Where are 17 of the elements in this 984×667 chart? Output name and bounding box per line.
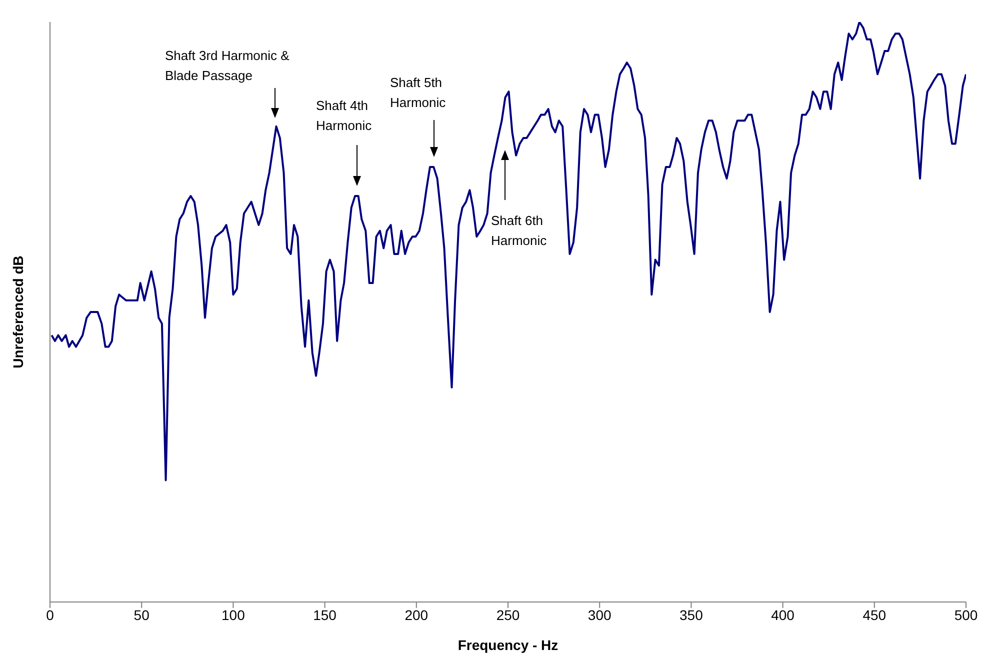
y-axis-title: Unreferenced dB xyxy=(10,256,26,368)
annotation: Shaft 5th Harmonic xyxy=(390,75,446,110)
x-tick-label: 300 xyxy=(588,606,612,623)
x-tick-label: 0 xyxy=(46,606,54,623)
x-tick-label: 450 xyxy=(862,606,886,623)
x-tick-label: 150 xyxy=(313,606,337,623)
x-tick-label: 350 xyxy=(680,606,704,623)
x-tick-label: 250 xyxy=(496,606,520,623)
annotation: Shaft 4th Harmonic xyxy=(316,98,372,133)
x-tick-label: 200 xyxy=(404,606,428,623)
x-tick-label: 50 xyxy=(134,606,150,623)
x-tick-label: 100 xyxy=(222,606,246,623)
x-axis-title: Frequency - Hz xyxy=(458,637,558,653)
annotation: Shaft 6th Harmonic xyxy=(491,213,548,248)
x-tick-label: 400 xyxy=(771,606,795,623)
annotation: Shaft 3rd Harmonic & Blade Passage xyxy=(165,48,290,83)
x-tick-label: 500 xyxy=(954,606,978,623)
